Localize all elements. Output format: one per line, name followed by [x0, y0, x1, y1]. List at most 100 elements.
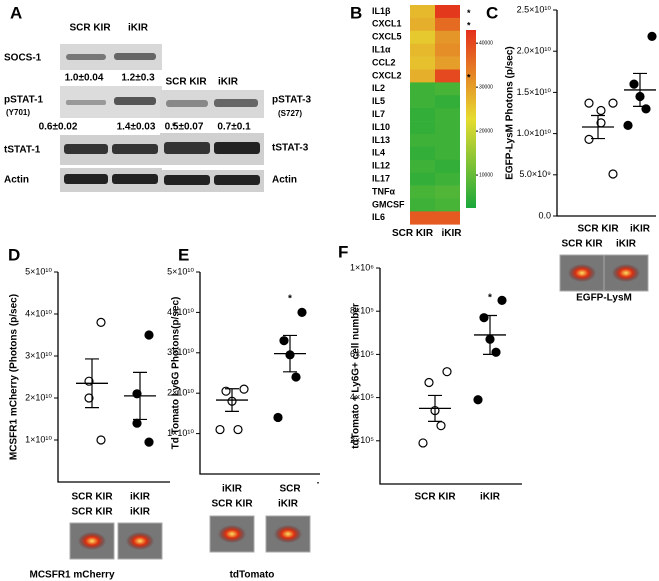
- panel-label: E: [178, 245, 189, 264]
- x-tick-label: SCR KIR: [71, 492, 113, 503]
- significance: *: [467, 21, 471, 31]
- panel-label: A: [10, 3, 22, 22]
- blot-label: tSTAT-3: [272, 143, 309, 154]
- heatmap-cell: [435, 185, 460, 199]
- heatmap-cell: [410, 108, 435, 122]
- data-point: [608, 98, 618, 108]
- band: [114, 97, 156, 105]
- data-point: [491, 347, 501, 357]
- blot-label: pSTAT-1: [4, 95, 44, 106]
- y-tick-label: 4×10¹⁰: [25, 308, 52, 318]
- band: [214, 175, 260, 185]
- row-label: CXCL2: [372, 70, 402, 80]
- error-bar: [225, 388, 239, 412]
- x-tick-label: iKIR: [480, 492, 501, 503]
- heatmap-cell: [410, 95, 435, 109]
- data-point: [297, 307, 307, 317]
- heatmap-cell: [435, 134, 460, 148]
- data-point: [629, 79, 639, 89]
- row-label: CXCL1: [372, 19, 402, 29]
- x-tick-label: iKIR: [630, 224, 651, 235]
- data-point: [442, 367, 452, 377]
- axis: [199, 272, 320, 475]
- y-tick-label: 5×10¹⁰: [167, 266, 194, 276]
- y-tick-label: 2.0×10¹⁰: [517, 46, 552, 56]
- row-label: CCL2: [372, 57, 396, 67]
- y-tick-label: 0.0: [538, 210, 551, 220]
- heatmap-cell: [435, 95, 460, 109]
- colorbar-tick-label: 20000: [479, 128, 493, 134]
- heatmap-cell: [435, 159, 460, 173]
- data-point: [479, 313, 489, 323]
- axis: [57, 272, 170, 483]
- y-tick-label: 3×10¹⁰: [25, 350, 52, 360]
- heatmap-cell: [435, 108, 460, 122]
- image-signal: [78, 532, 106, 550]
- image-signal: [126, 532, 154, 550]
- heatmap-cell: [410, 43, 435, 57]
- image-label: iKIR: [130, 507, 151, 518]
- row-label: IL1α: [372, 45, 391, 55]
- y-tick-label: 1×10⁶: [350, 262, 374, 272]
- band: [66, 54, 106, 60]
- x-tick-label: SCR KIR: [577, 224, 619, 235]
- row-label: IL6: [372, 212, 385, 222]
- data-point: [596, 105, 606, 116]
- band: [112, 174, 158, 184]
- heatmap-cell: [410, 146, 435, 161]
- data-point: [623, 120, 633, 130]
- data-point: [84, 393, 94, 403]
- blot-label: tSTAT-1: [4, 145, 41, 156]
- y-tick-label: 5.0×10⁹: [519, 169, 551, 179]
- heatmap-cell: [410, 211, 435, 225]
- image-signal: [218, 525, 246, 543]
- row-label: TNFα: [372, 186, 395, 196]
- data-point: [418, 438, 428, 448]
- quant: 1.2±0.3: [121, 73, 155, 84]
- heatmap-cell: [435, 211, 460, 225]
- error-bar: [428, 394, 442, 422]
- band: [64, 144, 108, 154]
- row-label: IL5: [372, 96, 385, 106]
- y-tick-label: 2×10¹⁰: [167, 388, 194, 398]
- lane-label: SCR KIR: [69, 23, 111, 34]
- y-tick-label: 2×10⁵: [350, 435, 374, 445]
- data-point: [144, 330, 154, 340]
- data-point: [584, 98, 594, 108]
- y-tick-label: 1×10¹⁰: [167, 428, 194, 438]
- y-axis-label: EGFP-LysM Photons (p/sec): [505, 46, 516, 180]
- annotation: *: [288, 294, 292, 305]
- heatmap-cell: [435, 5, 460, 19]
- image-label: iKIR: [278, 499, 299, 510]
- error-bar: [633, 72, 647, 108]
- error-bar: [133, 371, 147, 421]
- data-point: [497, 295, 507, 305]
- blot-panel: SCR KIR iKIR SOCS-1 1.0±0.04 1.2±0.3 pST…: [4, 23, 312, 192]
- data-point: [239, 384, 249, 394]
- data-point: [584, 134, 594, 144]
- row-label: IL10: [372, 122, 390, 132]
- band: [114, 53, 156, 60]
- heatmap-cell: [435, 82, 460, 96]
- image-label: SCR KIR: [211, 499, 253, 510]
- panel-label: B: [350, 3, 362, 22]
- error-bar: [85, 358, 99, 409]
- band: [166, 100, 208, 107]
- x-tick-label: iKIR: [130, 492, 151, 503]
- image: [209, 515, 255, 553]
- x-tick-label: SCR KIR: [414, 492, 456, 503]
- image-signal: [274, 525, 302, 543]
- data-point: [279, 336, 289, 346]
- quant: 0.5±0.07: [165, 122, 204, 133]
- y-axis-label: tdTomato + Ly6G+ cell number: [351, 303, 362, 449]
- heatmap-cell: [435, 30, 460, 44]
- y-tick-label: 1×10¹⁰: [25, 434, 52, 444]
- significance: *: [172, 122, 176, 133]
- column-label: iKIR: [442, 228, 463, 239]
- image-label: iKIR: [616, 239, 637, 250]
- column-label: SCR KIR: [392, 228, 434, 239]
- row-label: IL4: [372, 148, 385, 158]
- band: [214, 142, 260, 154]
- heatmap-cell: [435, 121, 460, 135]
